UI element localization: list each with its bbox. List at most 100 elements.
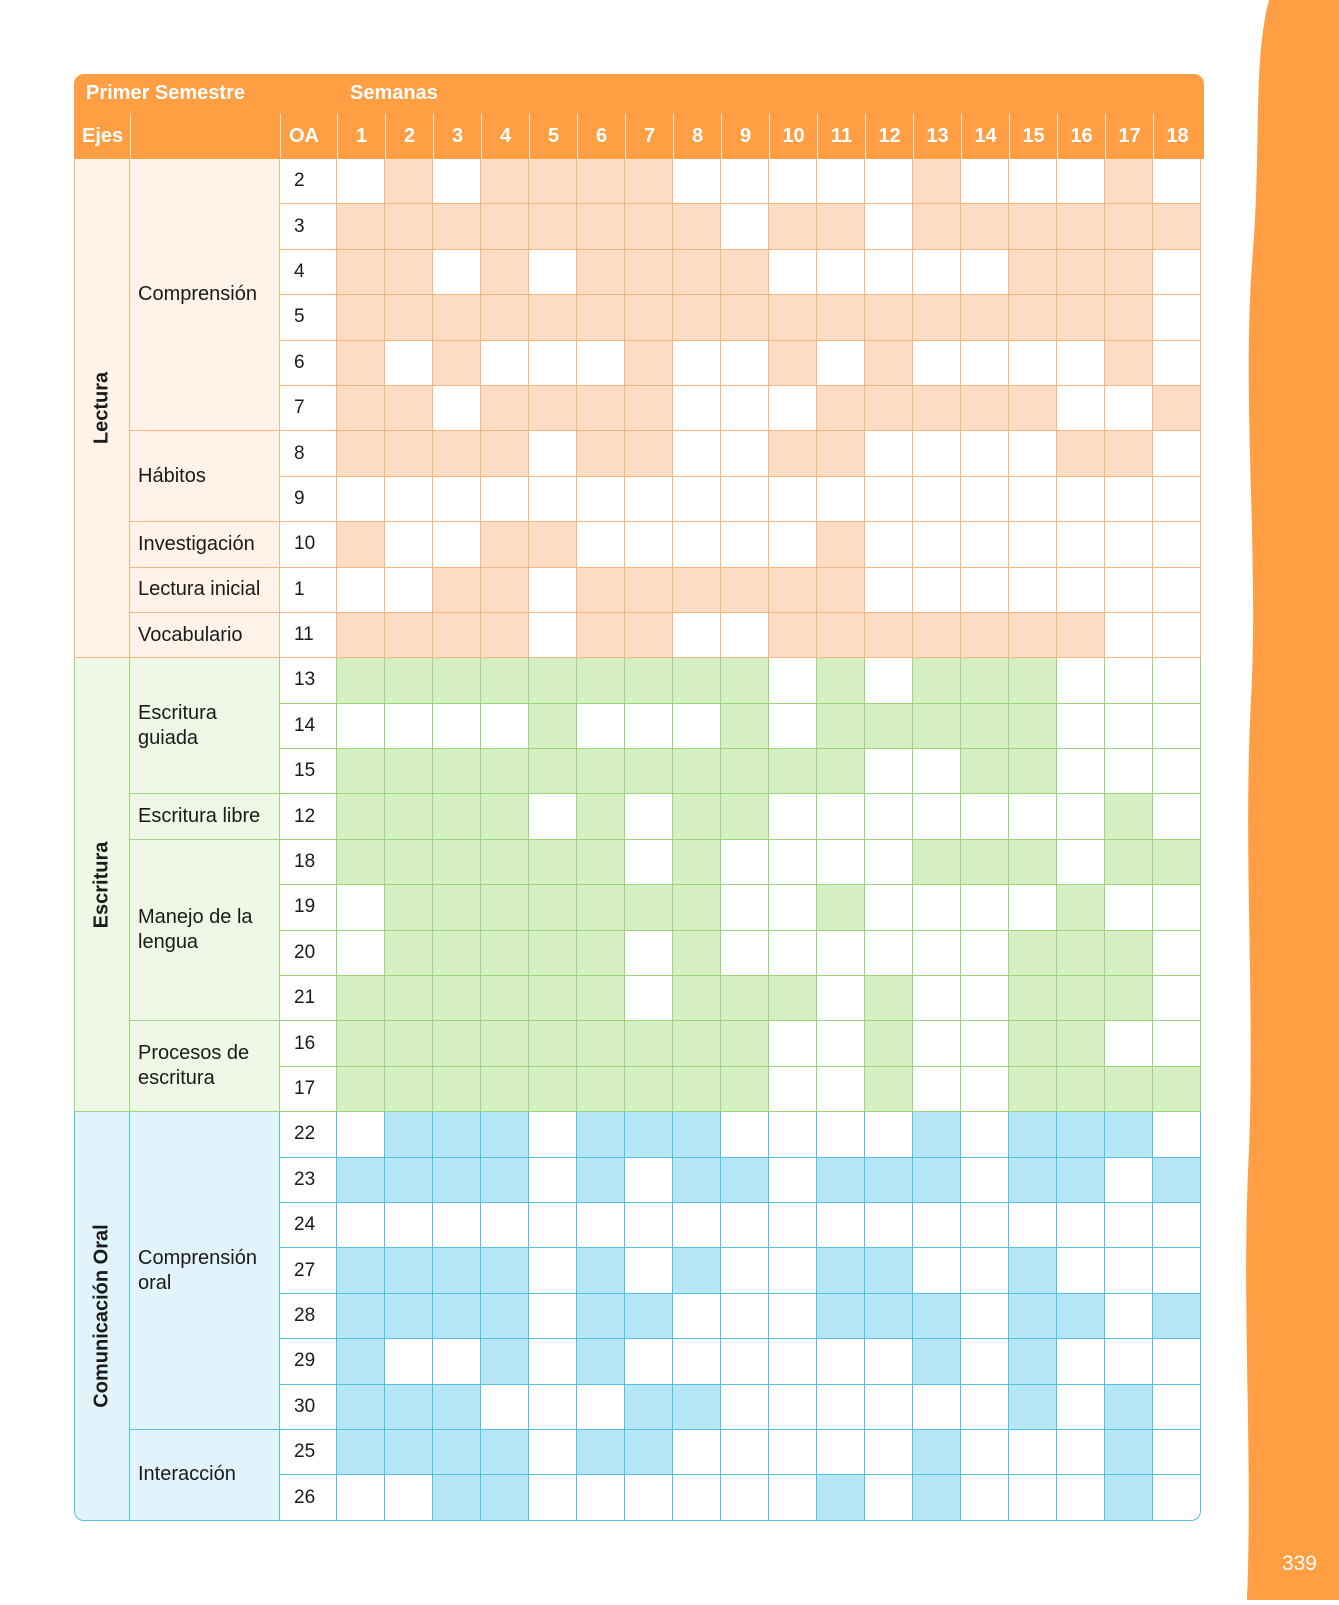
week-cell-marked: [337, 1339, 385, 1385]
week-cell-marked: [481, 1021, 529, 1067]
week-cell-marked: [817, 567, 865, 613]
week-cell-empty: [433, 1202, 481, 1249]
week-cell-empty: [1153, 930, 1201, 977]
week-cell-marked: [529, 204, 577, 250]
week-cell-marked: [721, 658, 769, 704]
oa-number: 10: [280, 522, 337, 568]
week-cell-marked: [817, 612, 865, 659]
oa-number: 23: [280, 1157, 337, 1203]
week-cell-marked: [1153, 1066, 1201, 1113]
week-cell-empty: [1153, 159, 1201, 205]
oa-number: 15: [280, 749, 337, 795]
week-cell-marked: [1009, 1157, 1057, 1203]
week-cell-empty: [961, 1157, 1009, 1203]
week-cell-marked: [433, 1384, 481, 1430]
week-cell-marked: [961, 385, 1009, 432]
week-cell-marked: [577, 1157, 625, 1203]
week-cell-marked: [337, 749, 385, 795]
page-number: 339: [1281, 1552, 1317, 1575]
week-cell-empty: [961, 1202, 1009, 1249]
week-cell-marked: [385, 431, 433, 477]
week-cell-empty: [913, 794, 961, 840]
week-cell-marked: [769, 612, 817, 659]
week-cell-marked: [481, 522, 529, 568]
week-cell-empty: [769, 1157, 817, 1203]
week-cell-marked: [913, 295, 961, 341]
week-cell-marked: [913, 839, 961, 886]
week-cell-empty: [625, 1157, 673, 1203]
week-cell-empty: [865, 749, 913, 795]
week-cell-marked: [625, 885, 673, 931]
oa-row: 17: [280, 1066, 1204, 1113]
oa-row: 21: [280, 976, 1204, 1022]
week-cell-marked: [1009, 1293, 1057, 1340]
week-cell-marked: [433, 930, 481, 977]
week-cell-marked: [577, 1112, 625, 1158]
oa-number: 16: [280, 1021, 337, 1067]
week-cell-marked: [337, 1066, 385, 1113]
week-cell-marked: [673, 295, 721, 341]
week-cell-marked: [625, 1429, 673, 1476]
oa-number: 6: [280, 340, 337, 386]
oa-header: OA: [280, 113, 337, 159]
week-cell-empty: [1057, 385, 1105, 432]
week-cell-empty: [721, 1475, 769, 1521]
axis-label: Comunicación Oral: [90, 1224, 113, 1408]
week-cell-empty: [1105, 522, 1153, 568]
week-cell-marked: [865, 1066, 913, 1113]
week-cell-empty: [961, 1112, 1009, 1158]
week-cell-empty: [529, 1384, 577, 1430]
week-cell-empty: [1105, 749, 1153, 795]
week-cell-marked: [433, 1157, 481, 1203]
subaxis-group: Investigación 10: [130, 522, 1204, 568]
week-cell-empty: [721, 930, 769, 977]
week-cell-empty: [1057, 839, 1105, 886]
week-cell-empty: [1105, 1157, 1153, 1203]
week-cell-empty: [769, 930, 817, 977]
week-cell-marked: [1105, 794, 1153, 840]
week-cell-marked: [673, 839, 721, 886]
week-cell-empty: [961, 1429, 1009, 1476]
week-cell-empty: [1105, 1202, 1153, 1249]
week-cell-marked: [1153, 385, 1201, 432]
week-cell-marked: [817, 749, 865, 795]
week-cell-empty: [625, 476, 673, 523]
week-cell-marked: [865, 1248, 913, 1294]
week-cell-empty: [529, 612, 577, 659]
oa-number: 30: [280, 1384, 337, 1430]
oa-number: 13: [280, 658, 337, 704]
week-cell-empty: [721, 885, 769, 931]
week-cell-marked: [1009, 839, 1057, 886]
week-cell-empty: [721, 1202, 769, 1249]
week-cell-marked: [1057, 1021, 1105, 1067]
week-cell-empty: [865, 1339, 913, 1385]
axis-cell: Escritura: [74, 658, 130, 1113]
oa-number: 18: [280, 839, 337, 886]
week-cell-empty: [1057, 1475, 1105, 1521]
subaxis-group: Comprensión 2 3 4 5 6 7: [130, 159, 1204, 432]
oa-row: 30: [280, 1384, 1204, 1430]
oa-row: 12: [280, 794, 1204, 840]
subaxis-label: Manejo de la lengua: [130, 839, 280, 1022]
week-cell-empty: [1009, 1202, 1057, 1249]
week-cell-marked: [385, 658, 433, 704]
week-cell-empty: [769, 1384, 817, 1430]
week-cell-empty: [721, 522, 769, 568]
subaxis-label: Procesos de escritura: [130, 1021, 280, 1113]
week-cell-empty: [769, 522, 817, 568]
week-cell-marked: [817, 385, 865, 432]
week-cell-marked: [1105, 930, 1153, 977]
week-cell-marked: [1105, 431, 1153, 477]
week-cell-marked: [337, 1429, 385, 1476]
week-cell-empty: [817, 1202, 865, 1249]
oa-number: 27: [280, 1248, 337, 1294]
week-cell-marked: [577, 249, 625, 296]
week-cell-marked: [1057, 295, 1105, 341]
week-cell-marked: [577, 567, 625, 613]
oa-row: 3: [280, 204, 1204, 250]
week-header: 12: [865, 113, 913, 159]
week-cell-empty: [913, 1021, 961, 1067]
week-cell-empty: [481, 476, 529, 523]
week-cell-empty: [529, 1112, 577, 1158]
week-cell-empty: [1057, 658, 1105, 704]
